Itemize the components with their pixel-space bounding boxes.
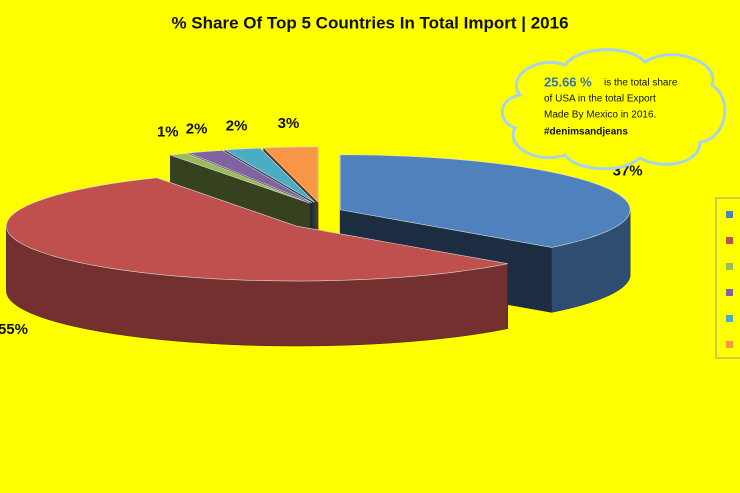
slice-top [170, 153, 311, 204]
data-label: 3% [278, 115, 300, 132]
annotation-highlight: 25.66 % [544, 74, 592, 89]
callout-cloud [500, 48, 727, 171]
legend-swatch [726, 263, 733, 270]
legend [726, 211, 733, 348]
data-label: 1% [157, 123, 179, 140]
slice-top [188, 150, 313, 204]
slice-top [223, 147, 315, 203]
annotation-line: Made By Mexico in 2016. [544, 110, 656, 121]
data-label: 2% [186, 120, 208, 137]
annotation-line: of USA in the total Export [544, 94, 656, 105]
annotation-line: is the total share [604, 78, 678, 89]
legend-swatch [726, 237, 733, 244]
chart-title: % Share Of Top 5 Countries In Total Impo… [171, 13, 568, 32]
data-label: 2% [226, 117, 248, 134]
data-label: 55% [0, 321, 28, 338]
slice-top [339, 154, 631, 248]
legend-swatch [726, 315, 733, 322]
slice-top [6, 177, 508, 282]
pie: 37%55%1% 2% 2% 3% [0, 115, 643, 347]
legend-box [715, 197, 740, 359]
annotation-tag: #denimsandjeans [544, 127, 628, 138]
legend-swatch [726, 289, 733, 296]
legend-swatch [726, 341, 733, 348]
legend-swatch [726, 211, 733, 218]
slice-top [262, 146, 319, 203]
slice [6, 177, 508, 347]
